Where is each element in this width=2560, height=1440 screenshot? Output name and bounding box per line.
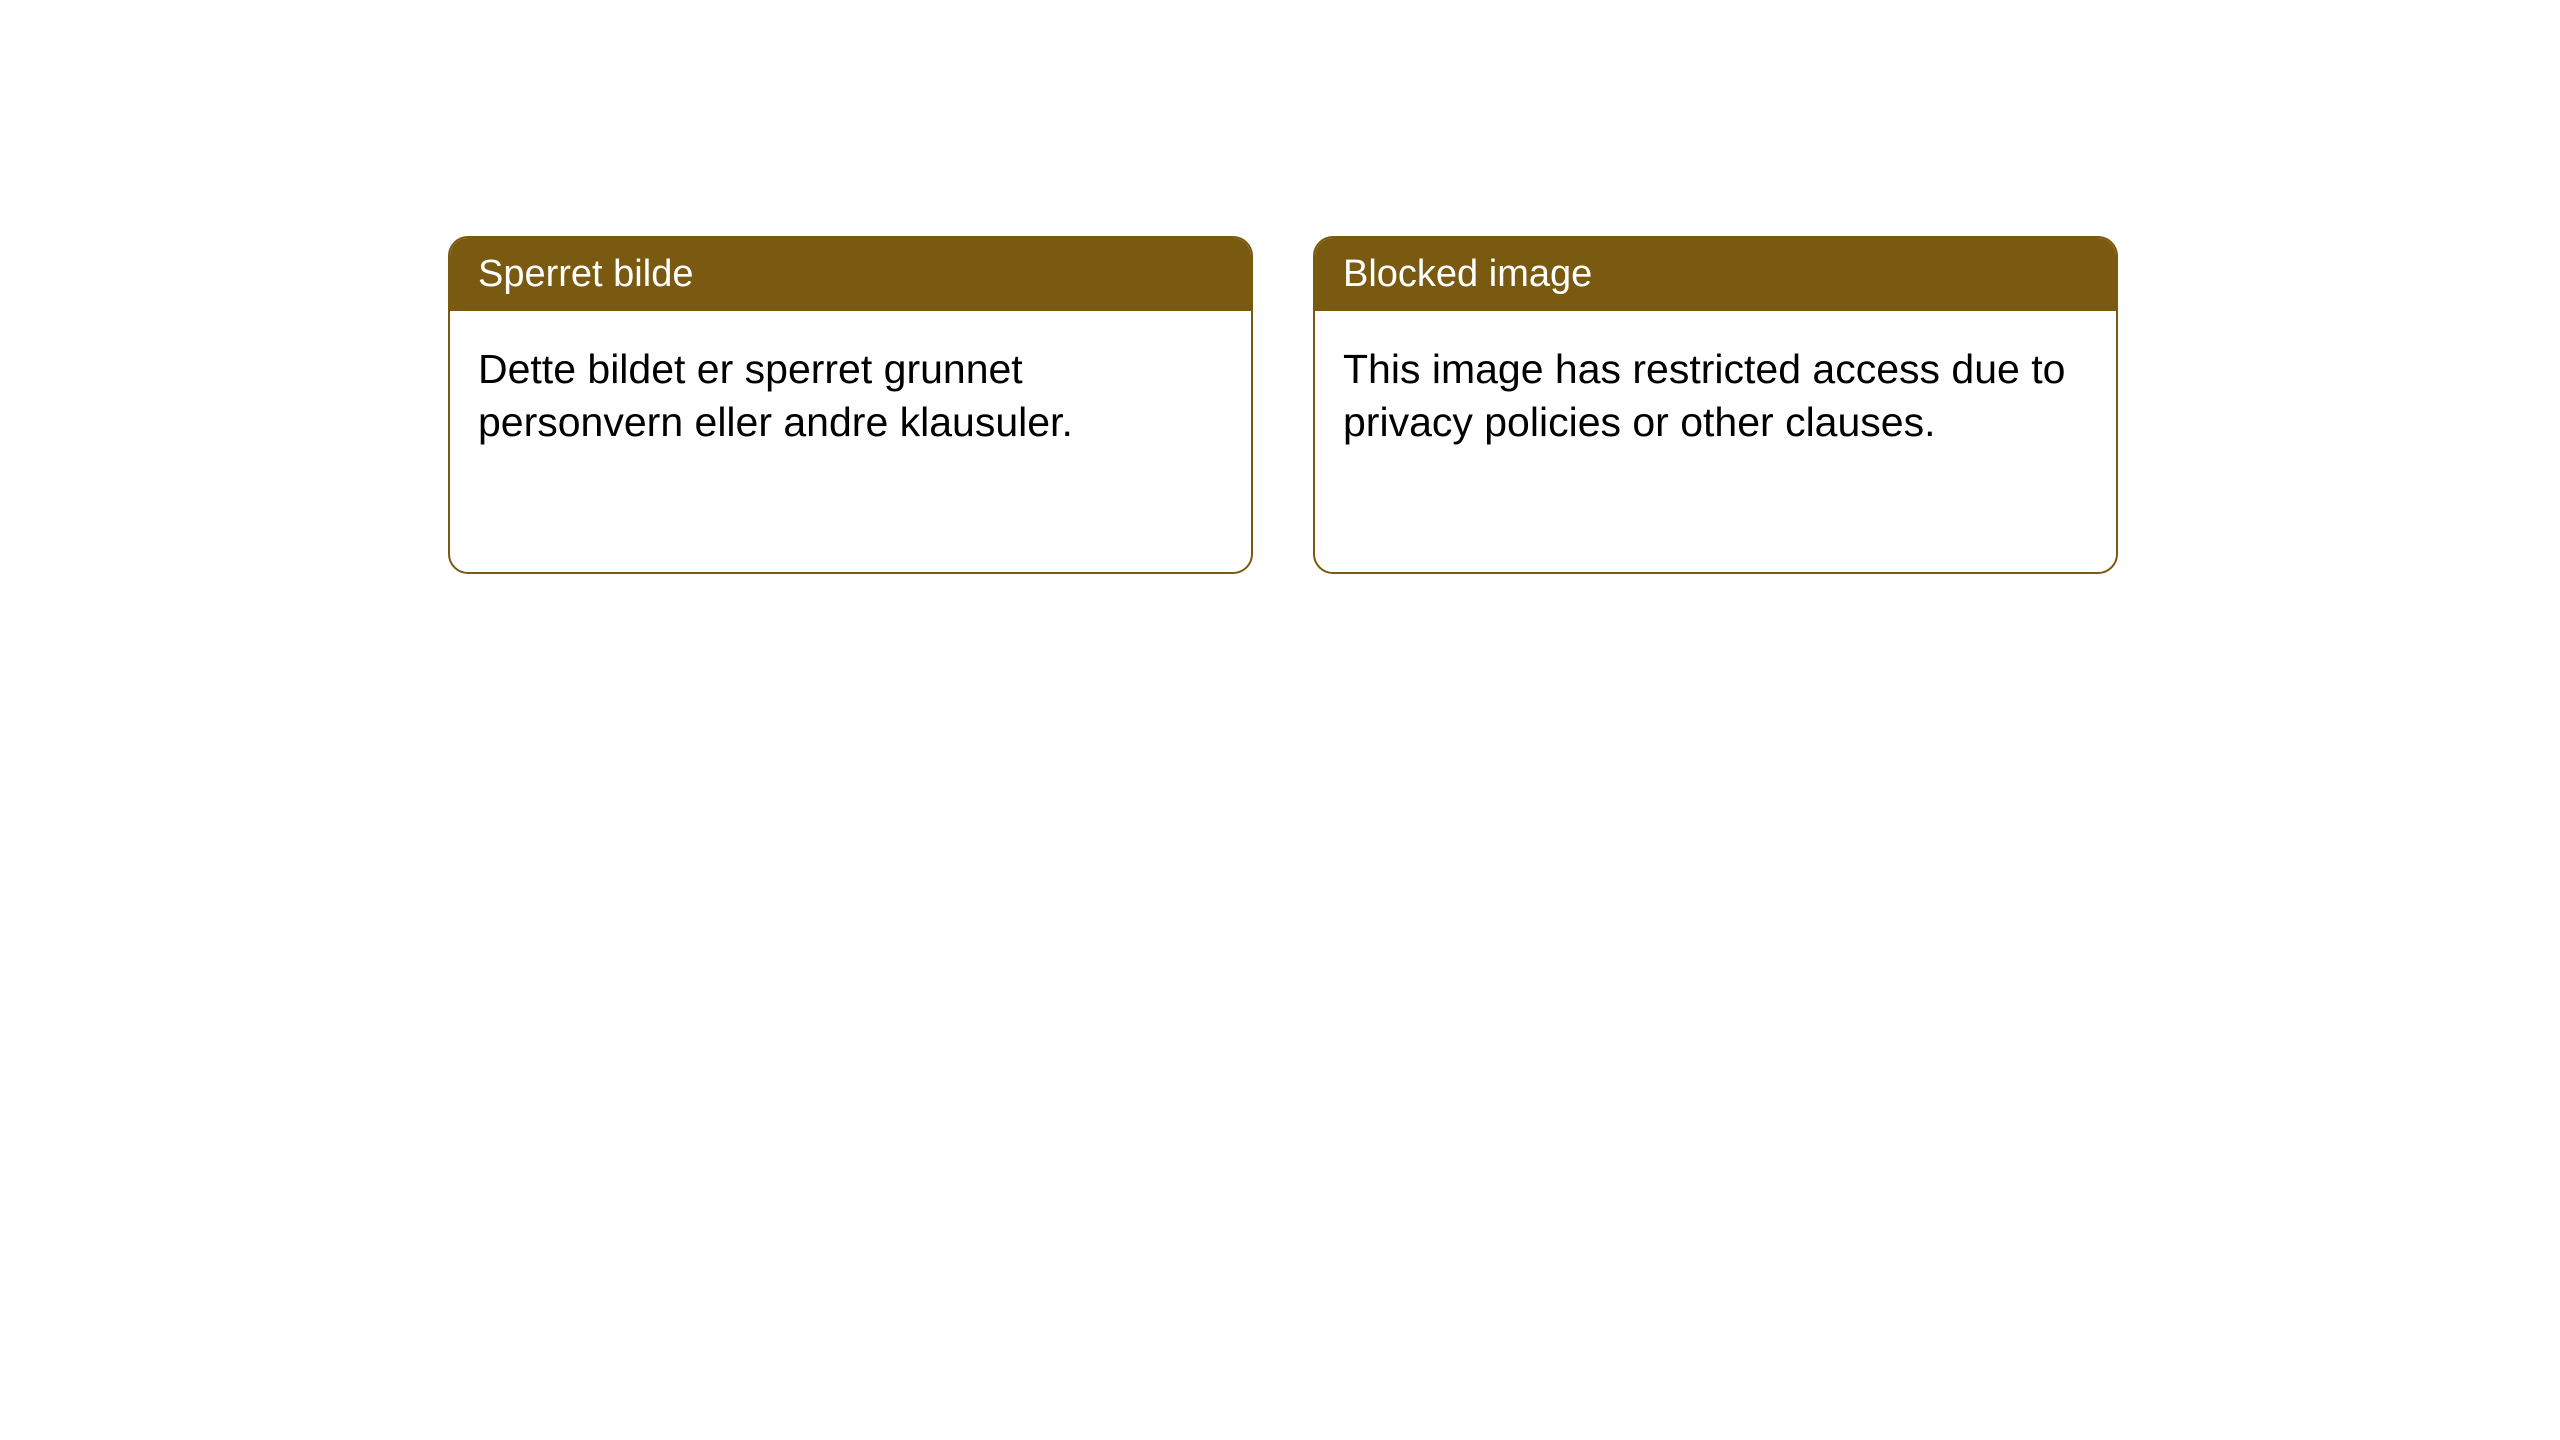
- notice-body: Dette bildet er sperret grunnet personve…: [450, 311, 1251, 480]
- notice-header: Sperret bilde: [450, 238, 1251, 311]
- notice-header: Blocked image: [1315, 238, 2116, 311]
- notice-card-english: Blocked image This image has restricted …: [1313, 236, 2118, 574]
- notice-card-norwegian: Sperret bilde Dette bildet er sperret gr…: [448, 236, 1253, 574]
- notice-body: This image has restricted access due to …: [1315, 311, 2116, 480]
- notice-container: Sperret bilde Dette bildet er sperret gr…: [448, 236, 2118, 574]
